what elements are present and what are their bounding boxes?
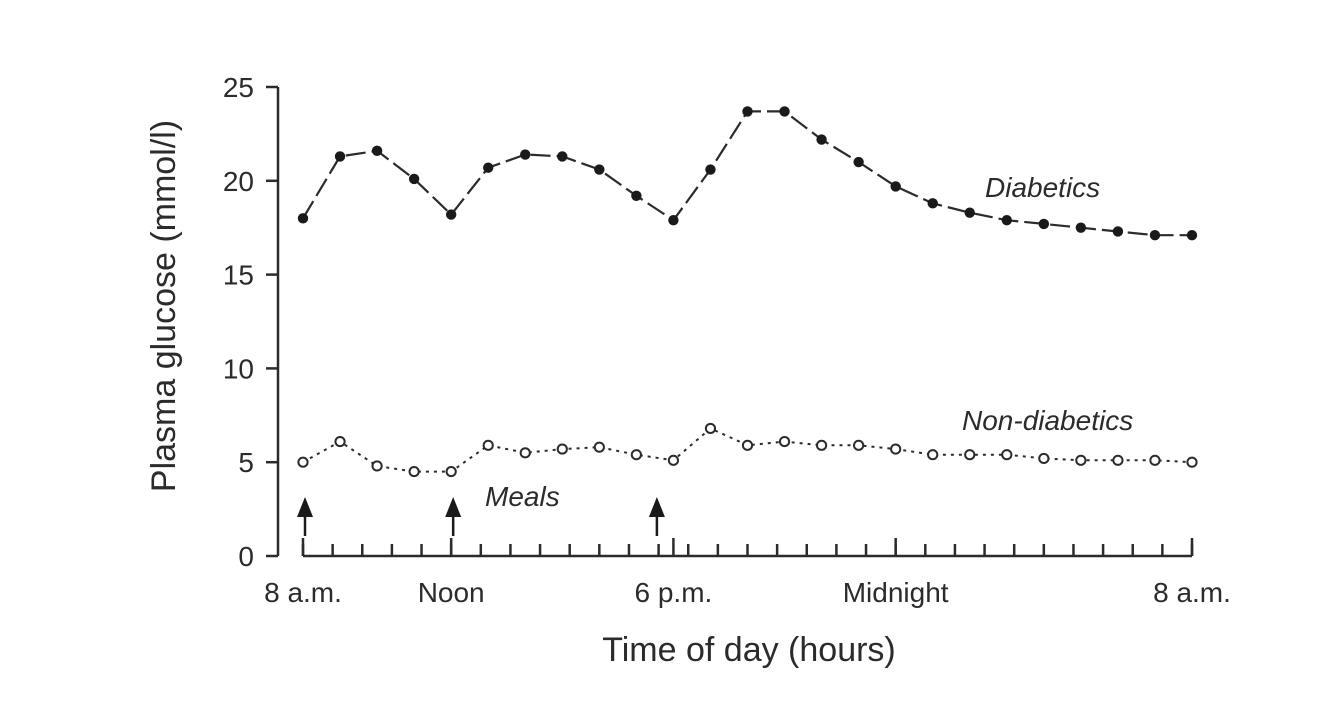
- data-point-non-diabetics: [334, 435, 346, 448]
- y-ticks: 0 5 10 15 20 25: [223, 72, 278, 572]
- meals-label: Meals: [485, 481, 560, 512]
- data-point-non-diabetics: [519, 447, 531, 459]
- data-point-non-diabetics: [1186, 456, 1198, 468]
- data-point-non-diabetics: [1075, 454, 1087, 466]
- data-point-non-diabetics: [667, 454, 680, 466]
- data-point-diabetics: [445, 209, 457, 220]
- y-tick-label: 0: [238, 541, 254, 572]
- series-label-non-diabetics: Non-diabetics: [962, 405, 1133, 436]
- data-point-non-diabetics: [1001, 449, 1013, 461]
- data-point-diabetics: [668, 214, 679, 226]
- meal-arrow-icon: [297, 497, 313, 517]
- data-point-diabetics: [408, 173, 420, 185]
- data-point-diabetics: [853, 156, 864, 168]
- data-point-diabetics: [1112, 226, 1124, 237]
- y-tick-label: 10: [223, 353, 254, 384]
- y-tick-label: 25: [223, 72, 254, 103]
- y-tick-label: 20: [223, 166, 254, 197]
- x-axis-title: Time of day (hours): [602, 631, 896, 669]
- data-point-non-diabetics: [593, 441, 605, 453]
- meal-arrow-icon: [445, 497, 462, 517]
- data-point-non-diabetics: [1149, 454, 1161, 466]
- data-point-diabetics: [520, 149, 531, 160]
- x-tick-label: Midnight: [843, 577, 949, 608]
- data-point-diabetics: [927, 198, 938, 209]
- data-point-non-diabetics: [445, 465, 457, 478]
- x-tick-label: 6 p.m.: [635, 577, 713, 608]
- data-point-non-diabetics: [815, 439, 828, 451]
- x-tick-label: 8 a.m.: [264, 577, 342, 608]
- data-point-diabetics: [1186, 230, 1198, 241]
- x-tick-label: 8 a.m.: [1153, 577, 1231, 608]
- data-point-diabetics: [297, 213, 309, 224]
- data-point-non-diabetics: [630, 449, 642, 461]
- y-tick-label: 5: [238, 447, 254, 478]
- y-tick-label: 15: [223, 260, 254, 291]
- data-point-diabetics: [1149, 230, 1161, 241]
- data-point-diabetics: [1038, 218, 1050, 230]
- y-axis-title: Plasma glucose (mmol/l): [145, 120, 183, 492]
- data-point-diabetics: [890, 181, 901, 192]
- data-point-diabetics: [742, 106, 753, 117]
- data-point-diabetics: [705, 164, 716, 175]
- data-point-non-diabetics: [482, 439, 494, 451]
- data-point-diabetics: [557, 151, 568, 162]
- data-point-non-diabetics: [371, 460, 383, 472]
- data-point-diabetics: [594, 164, 605, 175]
- meal-arrow-icon: [648, 497, 665, 517]
- data-point-non-diabetics: [964, 449, 976, 461]
- data-point-diabetics: [816, 134, 827, 145]
- x-tick-label: Noon: [418, 577, 485, 608]
- data-point-non-diabetics: [556, 443, 568, 455]
- data-point-non-diabetics: [1038, 452, 1050, 465]
- data-point-non-diabetics: [704, 422, 717, 435]
- data-point-diabetics: [483, 162, 494, 173]
- series-label-diabetics: Diabetics: [985, 172, 1100, 203]
- data-point-diabetics: [631, 190, 642, 202]
- data-point-non-diabetics: [778, 435, 791, 448]
- data-point-non-diabetics: [927, 449, 939, 461]
- data-point-diabetics: [779, 106, 790, 117]
- data-point-diabetics: [1001, 214, 1012, 226]
- data-point-non-diabetics: [1112, 454, 1124, 466]
- data-point-diabetics: [964, 207, 975, 218]
- data-point-non-diabetics: [741, 439, 754, 451]
- data-point-non-diabetics: [853, 439, 865, 451]
- data-point-diabetics: [1075, 222, 1087, 233]
- axes: [276, 87, 1192, 558]
- data-point-diabetics: [334, 151, 346, 162]
- data-point-non-diabetics: [408, 465, 420, 478]
- meal-arrows: [297, 497, 665, 536]
- series-layer: [297, 106, 1198, 478]
- x-ticks: 8 a.m. Noon 6 p.m. Midnight 8 a.m.: [264, 538, 1231, 608]
- data-point-non-diabetics: [890, 443, 902, 455]
- data-point-diabetics: [371, 145, 383, 156]
- data-point-non-diabetics: [297, 456, 309, 468]
